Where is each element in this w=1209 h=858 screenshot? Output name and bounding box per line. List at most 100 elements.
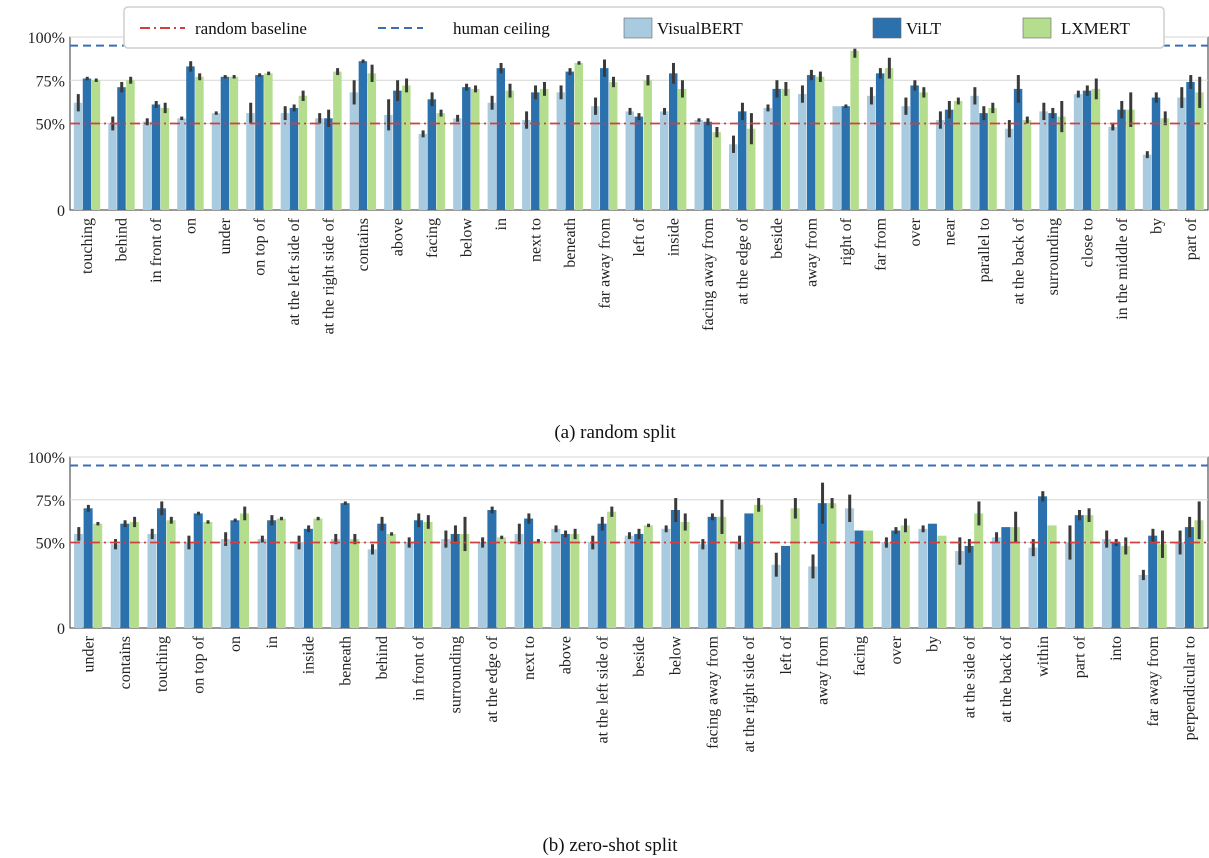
bar-vilt (600, 68, 609, 210)
x-tick-label: far away from (597, 217, 614, 308)
bar-lxmert (608, 81, 618, 210)
x-tick-label: at the side of (961, 635, 978, 718)
x-tick-label: under (217, 217, 234, 254)
bar-visualbert (624, 535, 634, 628)
legend-label-visualbert: VisualBERT (657, 19, 743, 38)
bar-lxmert (1057, 116, 1066, 210)
bar-visualbert (591, 106, 600, 210)
bar-visualbert (108, 123, 117, 210)
bar-visualbert (246, 113, 255, 210)
bar-visualbert (404, 542, 414, 628)
bar-visualbert (280, 113, 290, 210)
bar-lxmert (680, 521, 690, 628)
x-tick-label: inside (301, 636, 318, 674)
bar-lxmert (423, 521, 433, 628)
x-tick-label: at the edge of (484, 635, 501, 722)
x-tick-label: perpendicular to (1182, 636, 1199, 740)
bar-visualbert (487, 102, 497, 210)
x-tick-label: at the back of (998, 635, 1015, 722)
x-tick-label: facing away from (704, 635, 721, 748)
bar-vilt (462, 87, 471, 210)
bar-visualbert (729, 144, 738, 210)
bar-vilt (1082, 90, 1092, 210)
bar-visualbert (211, 113, 221, 210)
x-tick-label: over (907, 217, 924, 246)
bar-vilt (806, 75, 816, 210)
bar-visualbert (74, 533, 84, 628)
bar-lxmert (974, 513, 984, 628)
bar-vilt (1151, 97, 1161, 210)
x-tick-label: at the right side of (321, 217, 338, 334)
bar-lxmert (1010, 527, 1020, 628)
x-tick-label: part of (1072, 635, 1089, 678)
x-tick-label: at the right side of (741, 635, 758, 752)
x-tick-label: over (888, 635, 905, 664)
caption-zero-shot-split: (b) zero-shot split (542, 835, 678, 856)
bar-lxmert (471, 88, 480, 210)
bar-lxmert (1157, 544, 1167, 628)
bar-vilt (927, 523, 937, 628)
x-tick-label: next to (528, 218, 545, 262)
bar-vilt (979, 113, 988, 210)
x-tick-label: in (493, 218, 510, 230)
bar-vilt (83, 508, 93, 628)
bar-vilt (358, 61, 368, 210)
bar-visualbert (1138, 574, 1148, 628)
bar-lxmert (712, 132, 721, 210)
legend: random baseline human ceiling VisualBERT Vi… (123, 6, 1165, 49)
x-tick-label: away from (803, 217, 820, 286)
bar-vilt (634, 116, 643, 210)
bar-lxmert (1126, 109, 1135, 210)
bar-visualbert (184, 542, 194, 628)
bar-visualbert (660, 111, 669, 210)
y-tick-label: 0 (57, 621, 65, 638)
x-tick-label: far away from (1145, 635, 1162, 726)
bar-visualbert (1039, 111, 1048, 210)
legend-swatch-lxmert (1022, 17, 1052, 39)
x-tick-label: facing (424, 218, 441, 258)
bar-vilt (1001, 527, 1011, 628)
bar-lxmert (919, 92, 928, 210)
x-tick-label: below (459, 218, 476, 258)
bar-lxmert (350, 539, 360, 628)
x-tick-label: by (925, 636, 942, 652)
x-tick-label: away from (815, 635, 832, 704)
y-tick-label: 0 (57, 203, 65, 220)
bar-lxmert (827, 503, 837, 628)
x-tick-label: in front of (411, 635, 428, 701)
bar-vilt (303, 528, 313, 628)
legend-label-random: random baseline (195, 19, 307, 38)
bar-lxmert (298, 95, 308, 210)
bar-visualbert (453, 118, 462, 210)
bar-vilt (854, 530, 864, 628)
bar-lxmert (1194, 520, 1204, 628)
bar-vilt (324, 118, 333, 210)
x-tick-label: at the edge of (734, 217, 751, 304)
bar-vilt (910, 85, 919, 210)
bar-vilt (427, 99, 437, 210)
bar-vilt (255, 75, 264, 210)
legend-label-lxmert: LXMERT (1061, 19, 1130, 38)
bar-lxmert (677, 88, 687, 210)
bar-vilt (82, 78, 92, 211)
bar-visualbert (384, 114, 393, 210)
bar-lxmert (884, 68, 894, 210)
bar-lxmert (160, 107, 170, 210)
bar-vilt (1013, 88, 1023, 210)
bar-lxmert (436, 113, 446, 210)
bar-visualbert (694, 120, 703, 210)
legend-swatch-vilt (872, 17, 902, 39)
x-tick-label: touching (79, 218, 96, 274)
bar-visualbert (1004, 128, 1014, 210)
x-tick-label: close to (1079, 218, 1096, 267)
x-tick-label: beside (769, 218, 786, 259)
bar-visualbert (257, 539, 267, 628)
bar-vilt (267, 520, 277, 628)
x-tick-label: in (264, 636, 281, 648)
x-tick-label: below (668, 636, 685, 676)
bar-lxmert (988, 107, 997, 210)
x-tick-label: in the middle of (1114, 217, 1131, 319)
panel-random-split: 0 50% 75% 100% touching behind in front of on un… (28, 30, 1209, 334)
bar-lxmert (570, 533, 580, 628)
x-tick-label: part of (1183, 217, 1200, 260)
